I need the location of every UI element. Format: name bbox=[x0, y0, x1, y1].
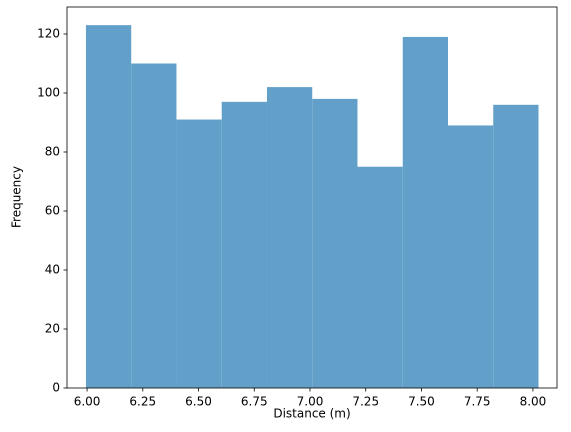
y-tick-label: 100 bbox=[37, 85, 60, 99]
bar bbox=[493, 104, 539, 388]
bar bbox=[312, 98, 358, 388]
y-tick-label: 0 bbox=[52, 381, 60, 395]
plot-frame bbox=[66, 6, 558, 389]
bar bbox=[221, 101, 267, 389]
x-tick-label: 6.25 bbox=[129, 395, 156, 409]
y-tick-label: 60 bbox=[45, 203, 60, 217]
bar bbox=[176, 119, 222, 389]
x-tick-label: 8.00 bbox=[520, 395, 547, 409]
y-tick-label: 20 bbox=[45, 321, 60, 335]
bar bbox=[402, 36, 448, 389]
x-tick-label: 6.50 bbox=[185, 395, 212, 409]
y-tick-label: 40 bbox=[45, 262, 60, 276]
y-tick-label: 80 bbox=[45, 144, 60, 158]
y-axis-label: Frequency bbox=[10, 166, 24, 228]
x-tick-label: 6.75 bbox=[241, 395, 268, 409]
x-tick-label: 6.00 bbox=[74, 395, 101, 409]
bar bbox=[85, 25, 132, 389]
bar bbox=[447, 125, 494, 389]
y-tick-label: 120 bbox=[37, 26, 60, 40]
x-tick-label: 7.00 bbox=[297, 395, 324, 409]
bar bbox=[131, 63, 177, 388]
x-tick-label: 7.75 bbox=[464, 395, 491, 409]
x-tick-label: 7.25 bbox=[352, 395, 379, 409]
bar bbox=[266, 87, 313, 388]
x-tick-label: 7.50 bbox=[408, 395, 435, 409]
x-axis-label: Distance (m) bbox=[273, 407, 350, 421]
bar bbox=[357, 166, 403, 388]
